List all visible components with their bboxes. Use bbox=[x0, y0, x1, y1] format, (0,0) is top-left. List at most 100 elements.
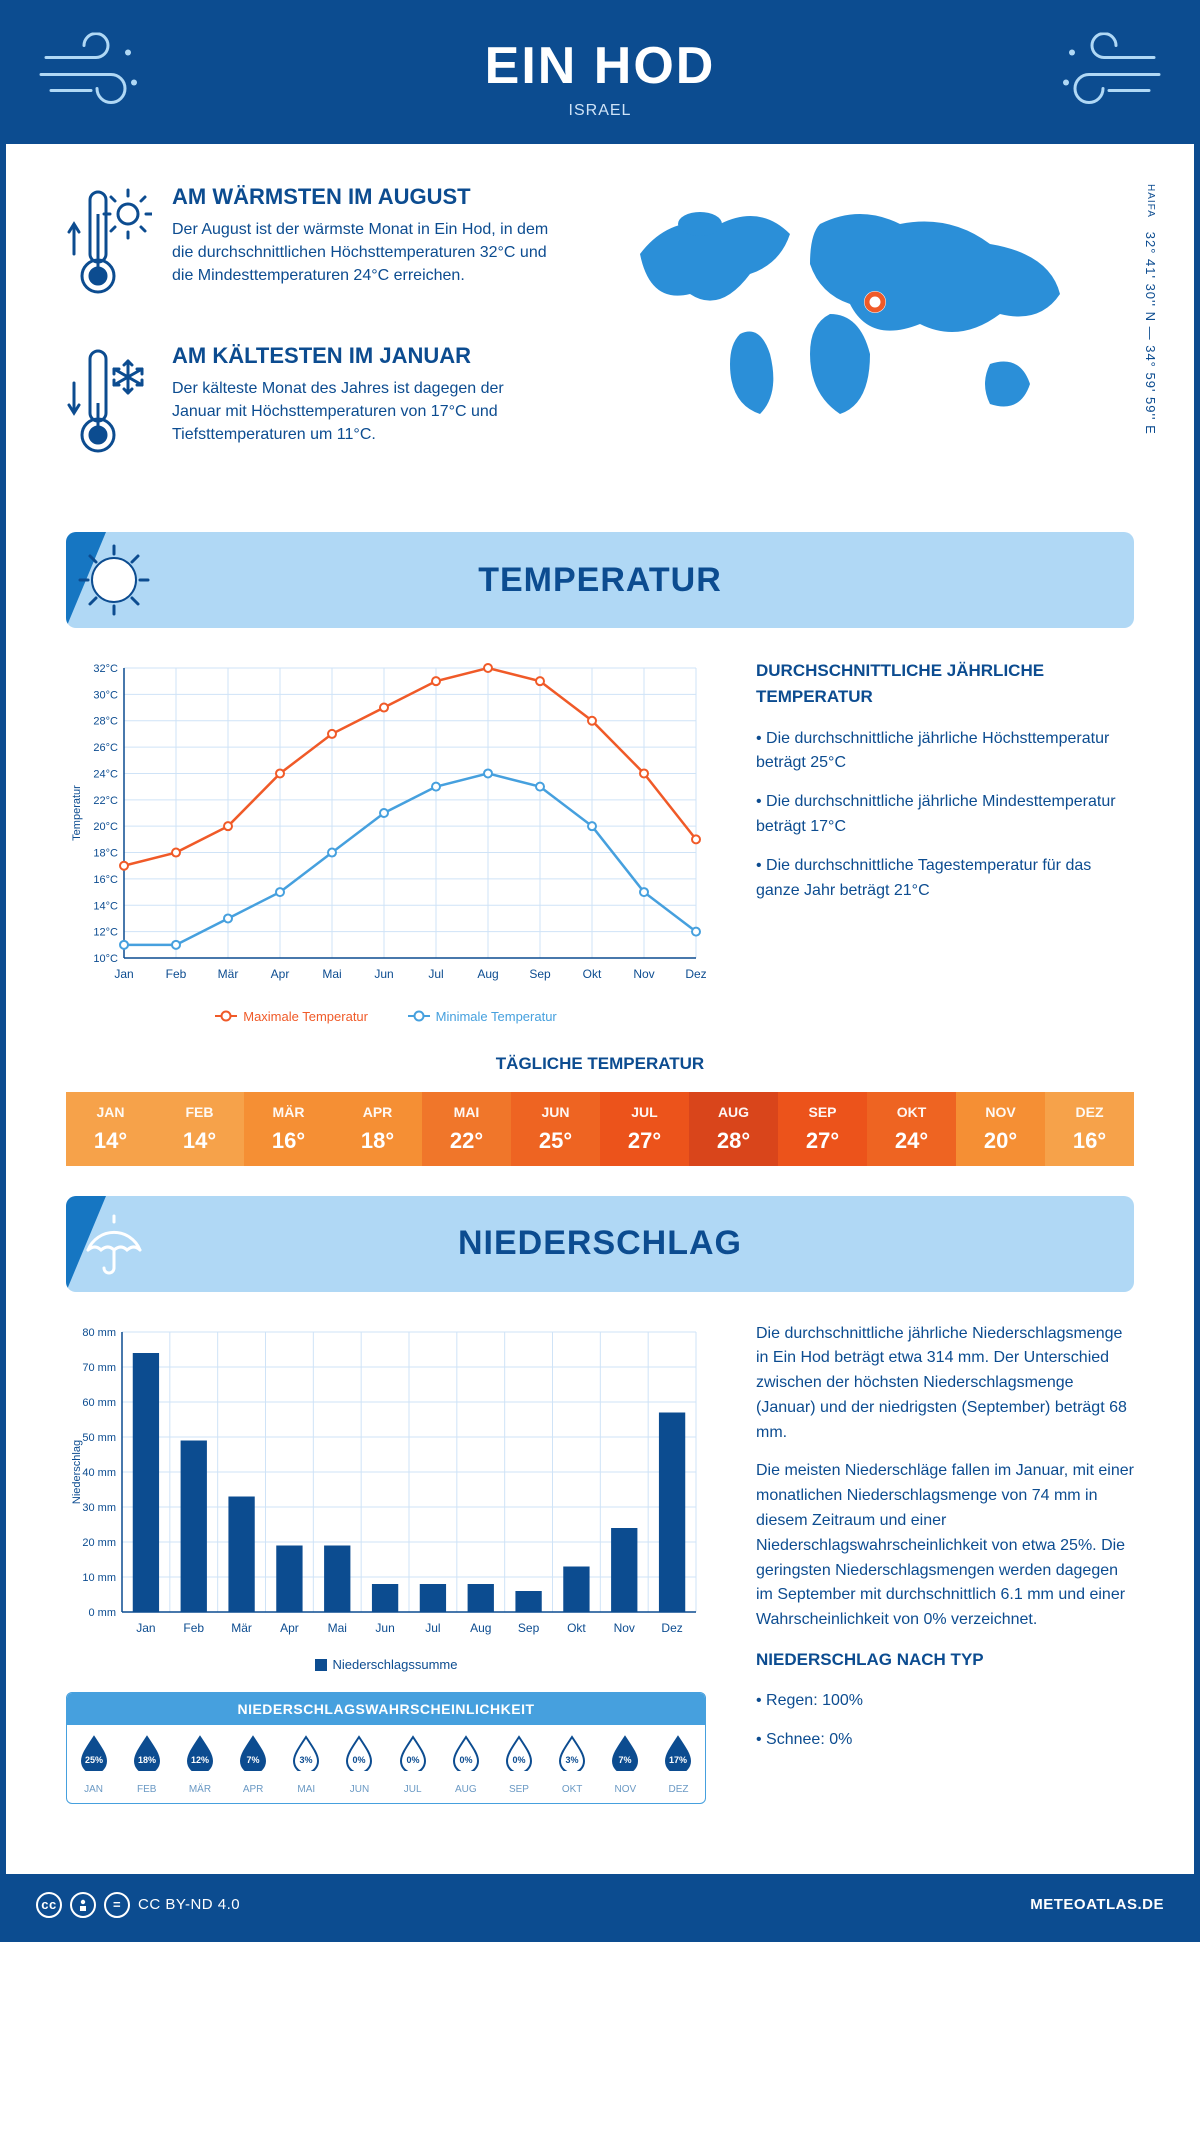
svg-text:50 mm: 50 mm bbox=[82, 1432, 116, 1444]
temp-legend: Maximale Temperatur Minimale Temperatur bbox=[66, 1005, 706, 1024]
svg-text:28°C: 28°C bbox=[93, 716, 118, 728]
nd-icon: = bbox=[104, 1892, 130, 1918]
svg-text:Aug: Aug bbox=[470, 1621, 491, 1635]
svg-text:Okt: Okt bbox=[583, 967, 602, 981]
svg-text:80 mm: 80 mm bbox=[82, 1327, 116, 1339]
temp-cell: FEB14° bbox=[155, 1092, 244, 1166]
temp-cell: AUG28° bbox=[689, 1092, 778, 1166]
svg-text:10 mm: 10 mm bbox=[82, 1572, 116, 1584]
svg-text:3%: 3% bbox=[300, 1755, 313, 1765]
svg-text:24°C: 24°C bbox=[93, 768, 118, 780]
page: EIN HOD ISRAEL AM WÄRMSTEN IM AUGUST Der… bbox=[0, 0, 1200, 1942]
site-name: METEOATLAS.DE bbox=[1030, 1896, 1164, 1913]
temp-cell: JUN25° bbox=[511, 1092, 600, 1166]
svg-text:Sep: Sep bbox=[518, 1621, 540, 1635]
svg-text:30°C: 30°C bbox=[93, 689, 118, 701]
svg-text:0%: 0% bbox=[353, 1755, 366, 1765]
prob-cell: 25%JAN bbox=[67, 1725, 120, 1803]
svg-text:0%: 0% bbox=[459, 1755, 472, 1765]
svg-text:Temperatur: Temperatur bbox=[71, 785, 83, 841]
svg-text:Nov: Nov bbox=[633, 967, 654, 981]
temp-summary: DURCHSCHNITTLICHE JÄHRLICHE TEMPERATUR •… bbox=[756, 658, 1134, 1024]
temperature-line-chart: 10°C 12°C 14°C 16°C 18°C 20°C 22°C 24°C 26°C 28°C… bbox=[66, 658, 706, 988]
svg-text:16°C: 16°C bbox=[93, 874, 118, 886]
svg-text:60 mm: 60 mm bbox=[82, 1397, 116, 1409]
coordinates: HAIFA 32° 41' 30'' N — 34° 59' 59'' E bbox=[1143, 184, 1158, 435]
thermometer-hot-icon bbox=[66, 184, 152, 309]
temp-cell: APR18° bbox=[333, 1092, 422, 1166]
temp-cell: NOV20° bbox=[956, 1092, 1045, 1166]
temp-cell: SEP27° bbox=[778, 1092, 867, 1166]
cc-icon: cc bbox=[36, 1892, 62, 1918]
temp-cell: JUL27° bbox=[600, 1092, 689, 1166]
prob-cell: 7%APR bbox=[227, 1725, 280, 1803]
svg-text:20°C: 20°C bbox=[93, 821, 118, 833]
svg-text:18%: 18% bbox=[138, 1755, 156, 1765]
section-title: NIEDERSCHLAG bbox=[458, 1224, 742, 1263]
section-header-temperature: TEMPERATUR bbox=[66, 532, 1134, 628]
svg-text:40 mm: 40 mm bbox=[82, 1467, 116, 1479]
svg-text:Aug: Aug bbox=[477, 967, 498, 981]
svg-text:Dez: Dez bbox=[661, 1621, 682, 1635]
svg-text:20 mm: 20 mm bbox=[82, 1537, 116, 1549]
svg-text:7%: 7% bbox=[247, 1755, 260, 1765]
daily-temp-title: TÄGLICHE TEMPERATUR bbox=[66, 1054, 1134, 1074]
svg-text:0%: 0% bbox=[406, 1755, 419, 1765]
section-title: TEMPERATUR bbox=[478, 561, 722, 600]
svg-text:10°C: 10°C bbox=[93, 953, 118, 965]
svg-text:14°C: 14°C bbox=[93, 900, 118, 912]
world-map: HAIFA 32° 41' 30'' N — 34° 59' 59'' E bbox=[620, 184, 1134, 502]
temp-cell: JAN14° bbox=[66, 1092, 155, 1166]
svg-text:17%: 17% bbox=[669, 1755, 687, 1765]
svg-text:32°C: 32°C bbox=[93, 663, 118, 675]
precip-probability-box: NIEDERSCHLAGSWAHRSCHEINLICHKEIT 25%JAN18… bbox=[66, 1692, 706, 1804]
prob-cell: 0%JUL bbox=[386, 1725, 439, 1803]
svg-text:12%: 12% bbox=[191, 1755, 209, 1765]
svg-text:0%: 0% bbox=[512, 1755, 525, 1765]
precipitation-bar-chart: 0 mm 10 mm 20 mm 30 mm 40 mm 50 mm 60 mm 70 mm 8… bbox=[66, 1322, 706, 1642]
svg-text:26°C: 26°C bbox=[93, 742, 118, 754]
svg-text:12°C: 12°C bbox=[93, 927, 118, 939]
svg-text:18°C: 18°C bbox=[93, 848, 118, 860]
prob-cell: 7%NOV bbox=[599, 1725, 652, 1803]
svg-text:Feb: Feb bbox=[183, 1621, 204, 1635]
umbrella-icon bbox=[76, 1206, 152, 1287]
precip-summary: Die durchschnittliche jährliche Niedersc… bbox=[756, 1322, 1134, 1804]
svg-text:Nov: Nov bbox=[614, 1621, 635, 1635]
svg-text:Mär: Mär bbox=[231, 1621, 252, 1635]
coldest-text: Der kälteste Monat des Jahres ist dagege… bbox=[172, 377, 552, 447]
coldest-block: AM KÄLTESTEN IM JANUAR Der kälteste Mona… bbox=[66, 343, 580, 468]
svg-text:70 mm: 70 mm bbox=[82, 1362, 116, 1374]
temp-cell: MAI22° bbox=[422, 1092, 511, 1166]
svg-text:Dez: Dez bbox=[685, 967, 706, 981]
precip-legend: Niederschlagssumme bbox=[66, 1657, 706, 1672]
thermometer-cold-icon bbox=[66, 343, 152, 468]
prob-cell: 0%JUN bbox=[333, 1725, 386, 1803]
prob-cell: 18%FEB bbox=[120, 1725, 173, 1803]
wind-icon bbox=[1054, 33, 1164, 118]
page-title: EIN HOD bbox=[6, 36, 1194, 96]
svg-text:7%: 7% bbox=[619, 1755, 632, 1765]
section-header-precip: NIEDERSCHLAG bbox=[66, 1196, 1134, 1292]
svg-text:Jul: Jul bbox=[425, 1621, 440, 1635]
svg-text:Jul: Jul bbox=[428, 967, 443, 981]
svg-text:3%: 3% bbox=[566, 1755, 579, 1765]
svg-text:Mär: Mär bbox=[218, 967, 239, 981]
warmest-block: AM WÄRMSTEN IM AUGUST Der August ist der… bbox=[66, 184, 580, 309]
wind-icon bbox=[36, 33, 146, 118]
prob-cell: 17%DEZ bbox=[652, 1725, 705, 1803]
header: EIN HOD ISRAEL bbox=[6, 6, 1194, 144]
sun-icon bbox=[76, 542, 152, 623]
svg-text:Apr: Apr bbox=[280, 1621, 299, 1635]
svg-text:Mai: Mai bbox=[328, 1621, 347, 1635]
svg-text:Jan: Jan bbox=[114, 967, 133, 981]
temp-cell: OKT24° bbox=[867, 1092, 956, 1166]
temp-cell: MÄR16° bbox=[244, 1092, 333, 1166]
svg-text:Apr: Apr bbox=[271, 967, 290, 981]
svg-text:22°C: 22°C bbox=[93, 795, 118, 807]
license: cc = CC BY-ND 4.0 bbox=[36, 1892, 240, 1918]
svg-text:30 mm: 30 mm bbox=[82, 1502, 116, 1514]
prob-cell: 0%SEP bbox=[492, 1725, 545, 1803]
svg-text:Sep: Sep bbox=[529, 967, 551, 981]
svg-text:0 mm: 0 mm bbox=[89, 1607, 117, 1619]
